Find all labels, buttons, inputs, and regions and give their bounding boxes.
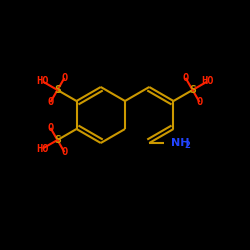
Text: S: S xyxy=(54,135,61,145)
Text: NH: NH xyxy=(171,138,190,148)
Text: O: O xyxy=(61,73,68,83)
Text: S: S xyxy=(54,85,61,95)
Text: O: O xyxy=(47,123,54,133)
Text: HO: HO xyxy=(201,76,213,86)
Text: HO: HO xyxy=(36,76,49,86)
Text: S: S xyxy=(189,85,196,95)
Text: O: O xyxy=(47,97,54,107)
Text: O: O xyxy=(182,73,189,83)
Text: O: O xyxy=(196,97,203,107)
Text: O: O xyxy=(61,147,68,157)
Text: 2: 2 xyxy=(184,141,190,150)
Text: HO: HO xyxy=(36,144,49,154)
